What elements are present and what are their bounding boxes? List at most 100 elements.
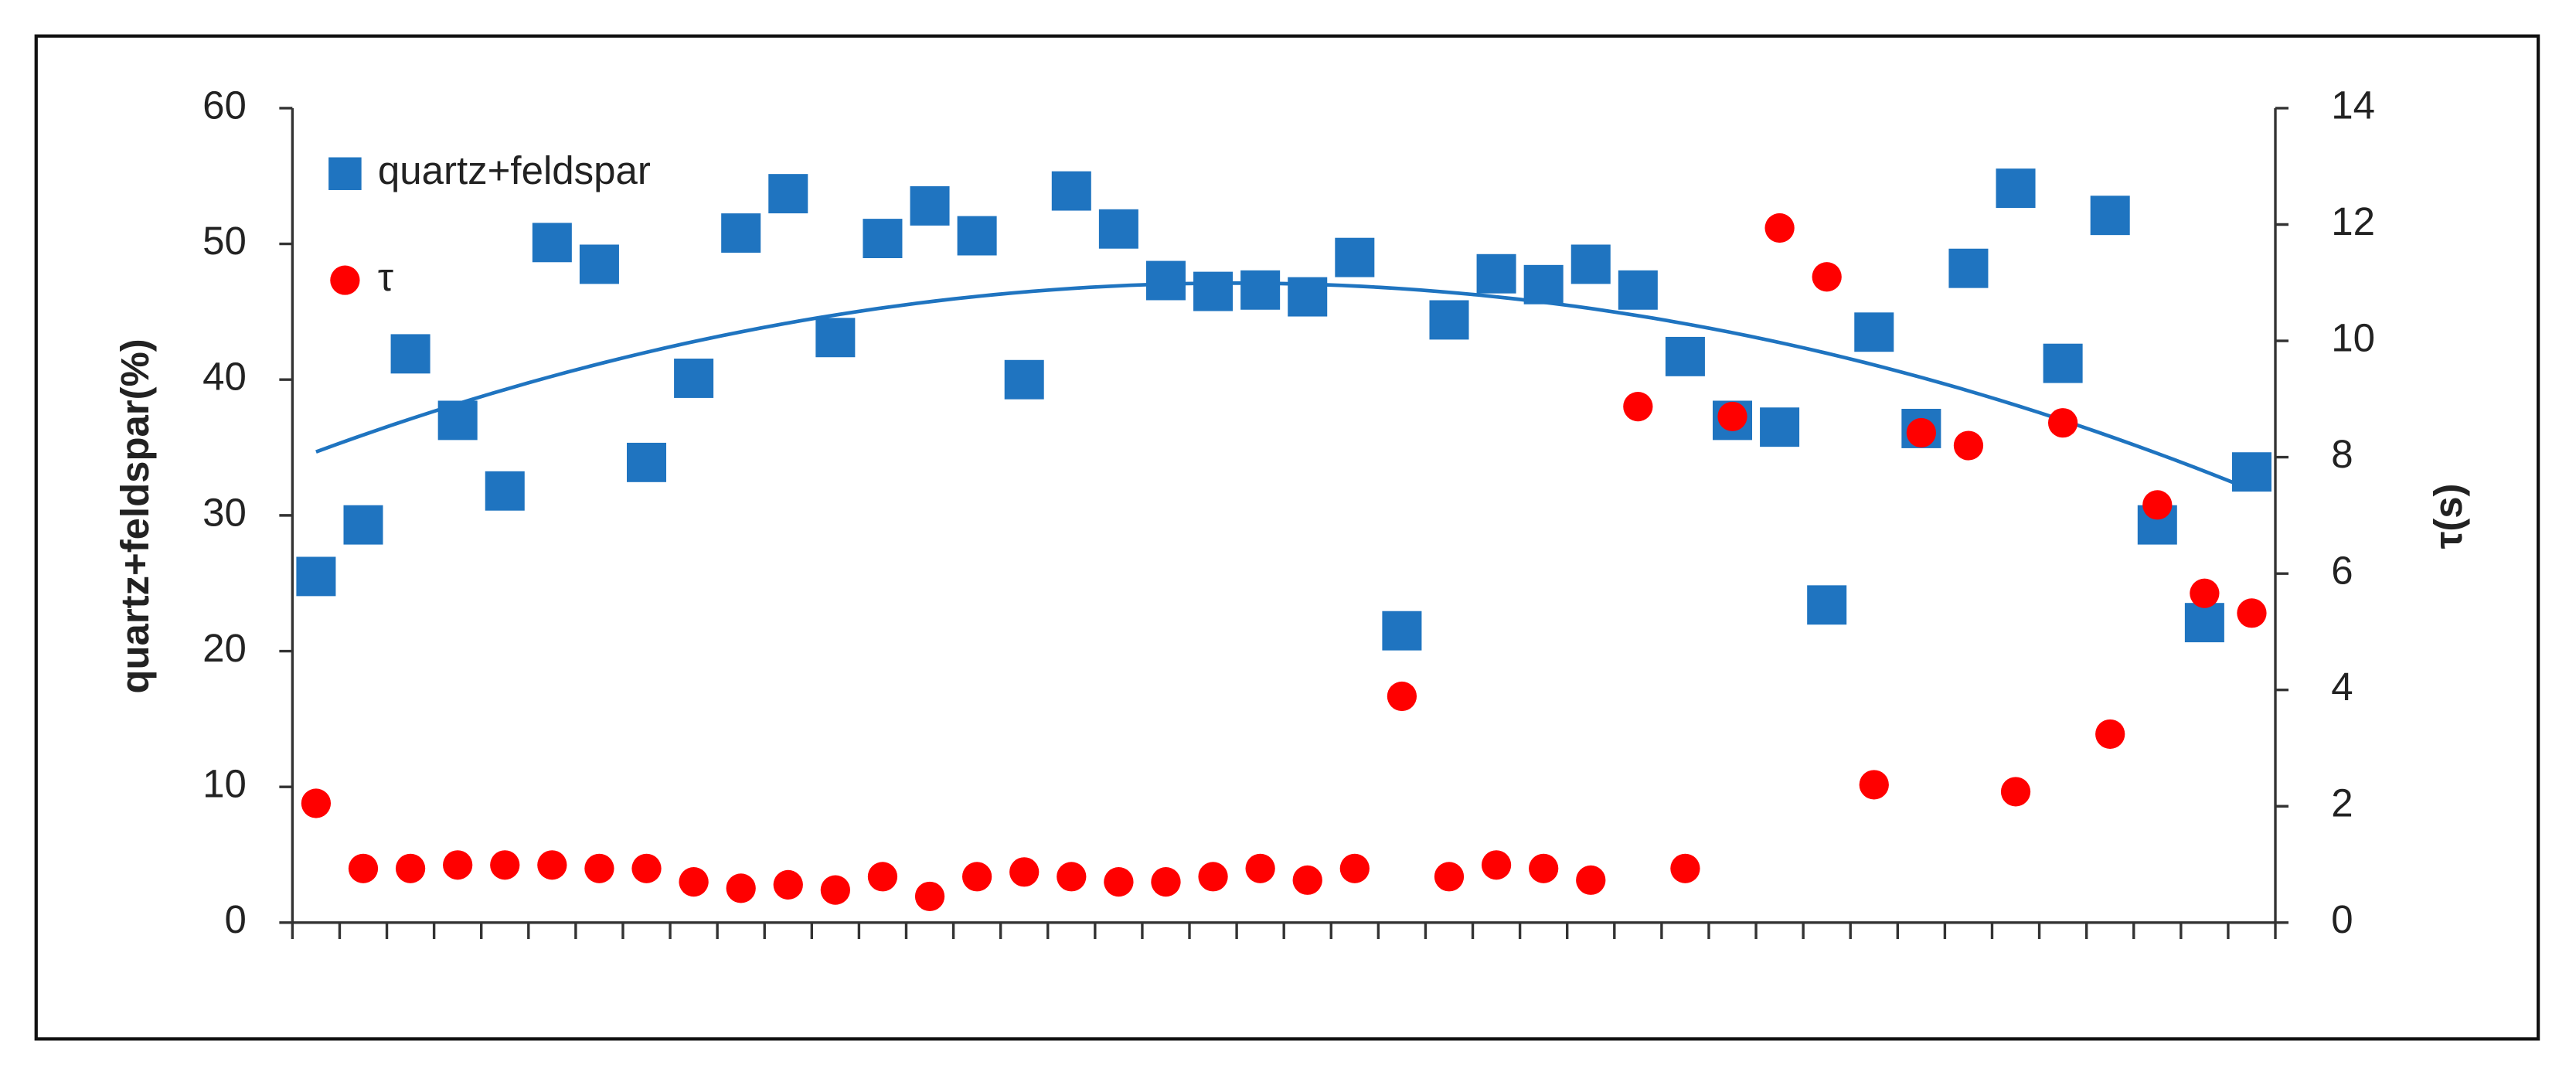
marker: [1523, 264, 1564, 304]
marker: [1057, 862, 1087, 892]
y-axis-title: quartz+feldspar(%): [113, 338, 157, 693]
marker: [863, 219, 903, 259]
marker: [1339, 853, 1370, 883]
y-tick-label: 50: [202, 219, 247, 263]
marker: [1764, 213, 1795, 243]
marker: [961, 862, 992, 892]
marker: [1145, 260, 1186, 301]
marker: [1948, 248, 1989, 288]
y2-tick-label: 8: [2331, 432, 2353, 476]
marker: [1717, 401, 1747, 431]
marker: [1382, 611, 1422, 651]
legend-label: τ: [378, 255, 393, 299]
marker: [721, 213, 761, 253]
marker: [532, 223, 572, 263]
marker: [1854, 312, 1894, 352]
y2-tick-label: 6: [2331, 549, 2353, 593]
y2-tick-label: 12: [2331, 199, 2375, 243]
marker: [2047, 408, 2078, 438]
marker: [579, 244, 619, 284]
marker: [1429, 300, 1469, 340]
marker: [820, 875, 850, 905]
marker: [1859, 770, 1889, 800]
marker: [343, 505, 383, 545]
marker: [390, 334, 430, 374]
y2-tick-label: 14: [2331, 83, 2375, 127]
marker: [1009, 857, 1040, 887]
marker: [1240, 270, 1281, 310]
y-tick-label: 0: [224, 897, 246, 941]
marker: [1004, 359, 1044, 400]
marker: [1151, 867, 1181, 897]
marker: [674, 359, 714, 398]
marker: [2090, 196, 2130, 236]
marker: [490, 850, 520, 880]
y-tick-label: 10: [202, 762, 247, 806]
marker: [867, 862, 898, 892]
marker: [1245, 853, 1275, 883]
marker: [1198, 862, 1228, 892]
marker: [1760, 407, 1800, 447]
marker: [1665, 336, 1705, 376]
marker: [2043, 343, 2083, 383]
marker: [296, 556, 336, 597]
y2-tick-label: 0: [2331, 897, 2353, 941]
marker: [726, 873, 756, 903]
marker: [631, 853, 662, 883]
marker: [1193, 271, 1234, 311]
marker: [910, 185, 950, 226]
marker: [2142, 490, 2173, 520]
marker: [768, 174, 808, 214]
marker: [301, 788, 332, 818]
marker: [679, 867, 709, 897]
marker: [1335, 237, 1375, 277]
marker: [443, 850, 473, 880]
marker: [1434, 862, 1465, 892]
marker: [537, 850, 567, 880]
marker: [914, 881, 945, 912]
y2-tick-label: 10: [2331, 316, 2375, 360]
marker: [2000, 777, 2031, 807]
marker: [1670, 853, 1700, 883]
marker: [1476, 253, 1516, 294]
marker: [815, 318, 856, 358]
marker: [1906, 417, 1936, 448]
trendline: [315, 281, 2253, 492]
marker: [1104, 867, 1134, 897]
legend-label: quartz+feldspar: [378, 148, 651, 192]
marker: [1481, 850, 1512, 880]
marker: [1051, 171, 1091, 211]
marker: [2231, 452, 2271, 492]
legend-marker: [328, 157, 362, 190]
y2-axis-title: τ(s): [2426, 483, 2470, 549]
chart-border: [34, 34, 2540, 1041]
y-tick-label: 40: [202, 355, 247, 399]
marker: [773, 869, 803, 900]
marker: [1098, 209, 1138, 249]
y-tick-label: 20: [202, 626, 247, 670]
marker: [1529, 853, 1559, 883]
marker: [1387, 681, 1417, 712]
marker: [1288, 277, 1328, 317]
marker: [627, 442, 667, 482]
marker: [348, 853, 379, 883]
marker: [1953, 430, 1984, 461]
y2-tick-label: 2: [2331, 781, 2353, 825]
marker: [2184, 603, 2224, 643]
marker: [395, 853, 426, 883]
marker: [1996, 168, 2036, 209]
marker: [1623, 392, 1653, 422]
y2-tick-label: 4: [2331, 665, 2353, 709]
marker: [1618, 270, 1658, 310]
marker: [1570, 244, 1611, 284]
marker: [2237, 598, 2267, 628]
marker: [1812, 262, 1842, 292]
marker: [1807, 585, 1847, 625]
y-tick-label: 30: [202, 490, 247, 534]
legend-marker: [330, 265, 360, 295]
marker: [2190, 578, 2220, 608]
marker: [437, 400, 478, 441]
marker: [957, 216, 997, 256]
marker: [1576, 865, 1606, 895]
